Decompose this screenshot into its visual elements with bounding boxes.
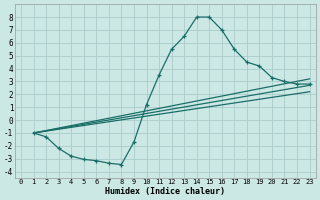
X-axis label: Humidex (Indice chaleur): Humidex (Indice chaleur) bbox=[105, 187, 225, 196]
